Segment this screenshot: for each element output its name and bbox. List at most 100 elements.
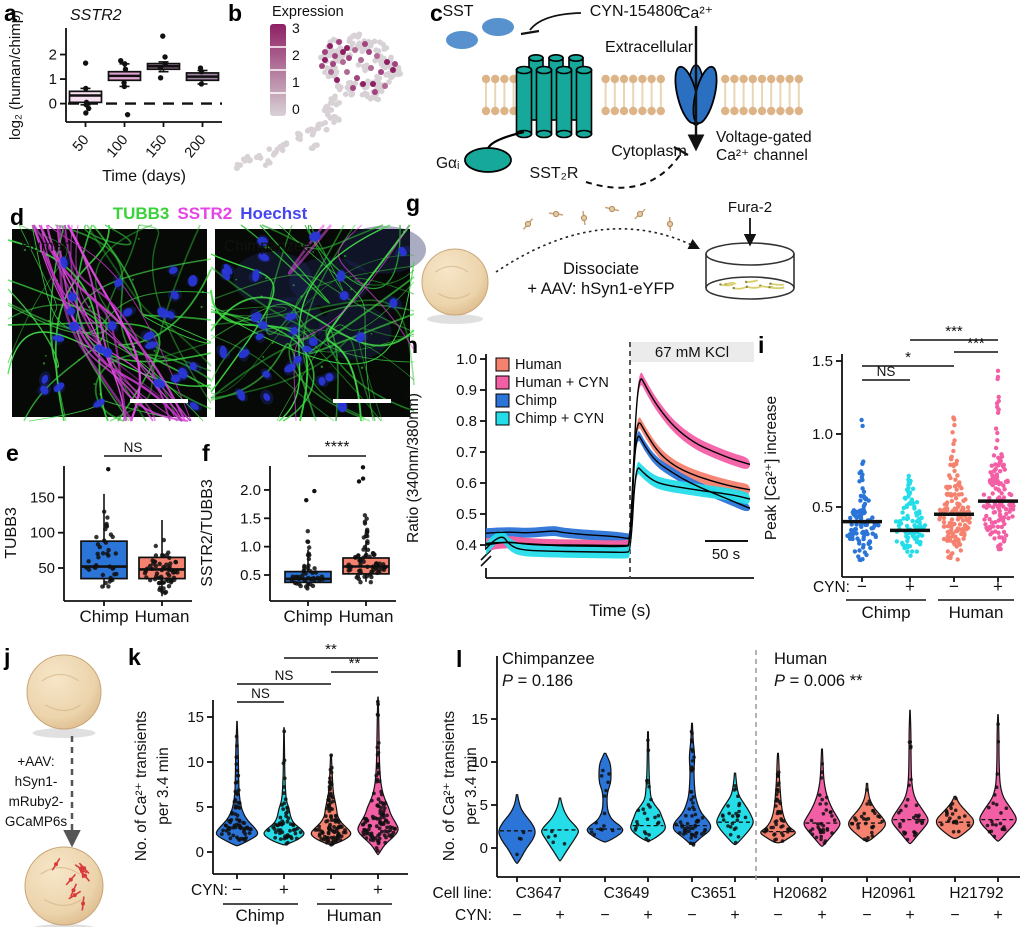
panel-k-violin-plot: No. of Ca²⁺ transients per 3.4 min 0 5 10 15 N… — [133, 641, 408, 925]
svg-text:Chimp + CYN: Chimp + CYN — [515, 411, 604, 427]
panel-label-l: l — [456, 646, 463, 672]
svg-text:Fura-2: Fura-2 — [728, 199, 772, 216]
svg-text:NS: NS — [251, 686, 270, 701]
svg-text:1.5: 1.5 — [240, 510, 261, 527]
svg-text:+: + — [555, 907, 564, 924]
svg-text:+: + — [993, 577, 1003, 596]
svg-text:5: 5 — [480, 797, 488, 814]
svg-text:H20961: H20961 — [861, 885, 915, 902]
svg-text:TUBB3: TUBB3 — [3, 507, 20, 559]
panel-j-workflow-diagram: +AAV: hSyn1- mRuby2- GCaMP6s — [5, 654, 104, 927]
svg-text:Chimp: Chimp — [283, 607, 332, 626]
panel-label-g: g — [406, 190, 421, 216]
svg-text:+: + — [730, 907, 739, 924]
svg-text:10: 10 — [187, 754, 204, 771]
svg-text:0.8: 0.8 — [456, 413, 477, 430]
svg-text:2.0: 2.0 — [240, 482, 261, 499]
svg-text:Human: Human — [135, 607, 190, 626]
svg-text:−: − — [600, 907, 609, 924]
svg-text:C3649: C3649 — [604, 885, 650, 902]
svg-text:−: − — [512, 907, 521, 924]
svg-text:0.5: 0.5 — [812, 499, 833, 516]
svg-text:+ AAV: hSyn1-eYFP: + AAV: hSyn1-eYFP — [527, 280, 674, 298]
panel-label-b: b — [228, 0, 243, 26]
svg-text:**: ** — [325, 641, 337, 658]
svg-text:2: 2 — [49, 47, 57, 64]
svg-text:−: − — [950, 907, 959, 924]
svg-text:5: 5 — [196, 799, 204, 816]
svg-text:P = 0.186: P = 0.186 — [502, 672, 573, 690]
svg-text:Human + CYN: Human + CYN — [515, 375, 609, 391]
svg-text:***: *** — [967, 335, 985, 352]
panel-e-boxplot: TUBB3 50 100 150 Chimp Human NS — [3, 440, 192, 626]
panel-h-line-chart: 67 mM KCl Ratio (340nm/380nm) 0.4 0.5 0.6 0.7… — [405, 342, 754, 620]
svg-text:SST: SST — [442, 3, 473, 20]
svg-text:1.5: 1.5 — [812, 353, 833, 370]
svg-text:No. of Ca²⁺ transients: No. of Ca²⁺ transients — [133, 711, 150, 862]
panel-label-k: k — [128, 644, 141, 670]
svg-text:1.0: 1.0 — [240, 539, 261, 556]
svg-text:+AAV:: +AAV: — [17, 754, 54, 769]
svg-text:100: 100 — [30, 525, 55, 542]
svg-text:150: 150 — [143, 132, 171, 161]
svg-text:C3647: C3647 — [516, 885, 562, 902]
panel-label-f: f — [202, 440, 210, 466]
svg-text:15: 15 — [187, 709, 204, 726]
svg-text:C3651: C3651 — [691, 885, 737, 902]
panel-a-boxplot: SSTR2 log₂ (human/chimp) 0 1 2 50 100 150 200 Tim… — [7, 7, 222, 185]
svg-text:+: + — [817, 907, 826, 924]
svg-text:+: + — [905, 577, 915, 596]
svg-text:Dissociate: Dissociate — [563, 260, 639, 278]
micrograph-chimpanzee: Chimpanzee — [210, 224, 427, 422]
svg-text:Human: Human — [949, 603, 1004, 622]
svg-text:0: 0 — [292, 101, 300, 117]
svg-text:1: 1 — [292, 74, 300, 90]
panel-label-j: j — [4, 644, 11, 670]
svg-text:200: 200 — [182, 132, 210, 161]
svg-text:Time (days): Time (days) — [102, 168, 186, 185]
panel-f-boxplot: SSTR2/TUBB3 0.5 1.0 1.5 2.0 Chimp Human **** — [199, 439, 396, 626]
svg-text:CYN:: CYN: — [191, 882, 228, 899]
svg-text:Chimp: Chimp — [515, 393, 557, 409]
svg-text:GCaMP6s: GCaMP6s — [5, 814, 68, 829]
svg-text:Expression: Expression — [272, 4, 344, 20]
svg-text:1: 1 — [49, 71, 57, 88]
svg-text:Extracellular: Extracellular — [605, 39, 694, 56]
svg-text:Human: Human — [515, 357, 562, 373]
svg-text:100: 100 — [104, 132, 132, 161]
svg-text:+: + — [905, 907, 914, 924]
svg-text:150: 150 — [30, 489, 55, 506]
svg-text:50: 50 — [70, 132, 93, 155]
svg-text:0.4: 0.4 — [456, 537, 477, 554]
svg-text:NS: NS — [124, 440, 143, 455]
svg-text:2: 2 — [292, 47, 300, 63]
panel-label-d: d — [10, 204, 25, 230]
svg-text:SSTR2: SSTR2 — [70, 7, 122, 24]
svg-text:CYN:: CYN: — [813, 579, 850, 596]
svg-text:0.5: 0.5 — [456, 506, 477, 523]
panel-g-workflow-diagram: Dissociate + AAV: hSyn1-eYFP Fura-2 — [421, 199, 795, 324]
svg-text:+: + — [279, 880, 289, 899]
svg-text:P = 0.006 **: P = 0.006 ** — [774, 672, 863, 690]
svg-text:50: 50 — [38, 560, 55, 577]
svg-text:Cytoplasm: Cytoplasm — [611, 143, 687, 160]
svg-text:Human: Human — [21, 238, 71, 255]
svg-text:SSTR2/TUBB3: SSTR2/TUBB3 — [199, 479, 216, 587]
svg-text:H20682: H20682 — [773, 885, 827, 902]
svg-text:−: − — [326, 880, 336, 899]
svg-text:hSyn1-: hSyn1- — [15, 774, 58, 789]
svg-text:Cell line:: Cell line: — [433, 885, 492, 902]
svg-text:Human: Human — [774, 650, 827, 668]
stain-hoechst: Hoechst — [240, 204, 308, 223]
svg-text:Time (s): Time (s) — [589, 601, 651, 620]
svg-text:****: **** — [325, 439, 350, 456]
panel-label-i: i — [758, 332, 765, 358]
svg-text:mRuby2-: mRuby2- — [9, 794, 64, 809]
svg-text:1.0: 1.0 — [812, 426, 833, 443]
svg-text:−: − — [857, 577, 867, 596]
panel-label-c: c — [430, 0, 443, 26]
stain-tubb3: TUBB3 — [112, 204, 170, 223]
svg-text:**: ** — [349, 655, 361, 672]
